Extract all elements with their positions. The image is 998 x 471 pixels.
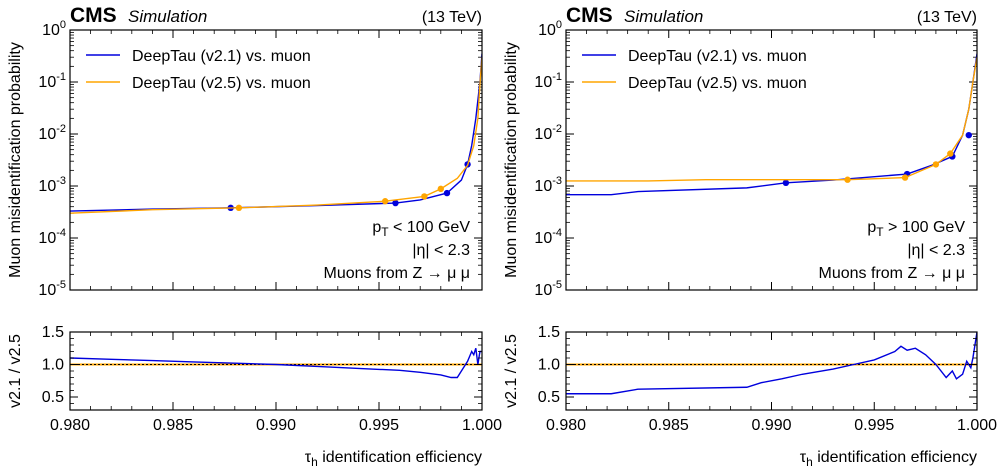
legend-label: DeepTau (v2.5) vs. muon (132, 75, 311, 92)
x-tick-label: 0.990 (751, 417, 791, 434)
text-part: Muons from Z → μ μ (819, 265, 965, 282)
working-point-marker (392, 199, 399, 207)
selection-annotation: Muons from Z → μ μ (324, 265, 470, 282)
y-tick-label: 10-5 (534, 279, 562, 299)
selection-annotation: |η| < 2.3 (907, 242, 965, 259)
ratio-y-tick-label: 1.0 (42, 357, 64, 374)
y-tick-label: 10-3 (38, 175, 66, 195)
legend-label: DeepTau (v2.1) vs. muon (132, 48, 311, 65)
selection-annotation: Muons from Z → μ μ (819, 265, 965, 282)
y-tick-label: 10-2 (38, 123, 66, 143)
energy-label: (13 TeV) (422, 9, 482, 26)
ratio-y-tick-label: 0.5 (42, 389, 64, 406)
working-point-marker (381, 198, 389, 205)
legend-label: DeepTau (v2.5) vs. muon (628, 75, 807, 92)
text-part: identification efficiency (318, 449, 482, 466)
energy-label: (13 TeV) (917, 9, 977, 26)
main-y-axis-label: Muon misidentification probability (503, 42, 520, 278)
working-point-marker (965, 131, 972, 139)
text-part: τ (305, 449, 312, 466)
legend: DeepTau (v2.1) vs. muon DeepTau (v2.5) vs… (86, 48, 311, 92)
x-tick-label: 0.985 (649, 417, 689, 434)
working-point-marker (437, 185, 444, 193)
x-axis-label: τh identification efficiency (305, 449, 482, 469)
working-point-marker (932, 161, 940, 168)
text-part: Muons from Z → μ μ (324, 265, 470, 282)
x-tick-label: 1.000 (957, 417, 997, 434)
working-point-marker (901, 174, 909, 181)
simulation-label: Simulation (128, 7, 207, 26)
y-tick-label: 10-5 (38, 279, 66, 299)
x-tick-label: 0.980 (50, 417, 90, 434)
ratio-y-tick-label: 0.5 (538, 389, 560, 406)
x-tick-label: 0.985 (153, 417, 193, 434)
panel-2: CMS Simulation (13 TeV) 10-5 10-4 10-3 10-2 10-… (503, 4, 997, 469)
cms-label: CMS (566, 4, 613, 27)
ratio-line (70, 348, 482, 379)
x-tick-label: 0.980 (546, 417, 586, 434)
x-tick-label: 0.995 (359, 417, 399, 434)
working-point-marker (443, 189, 451, 197)
panel-1: CMS Simulation (13 TeV) 10-5 10-4 10-3 10-2 10-… (7, 4, 502, 469)
working-point-marker (947, 150, 954, 157)
subscript: T (876, 225, 884, 239)
selection-annotation: pT > 100 GeV (867, 219, 965, 239)
selection-annotation: pT < 100 GeV (372, 219, 470, 239)
y-tick-label: 10-1 (534, 71, 562, 91)
working-point-marker (235, 204, 243, 212)
working-point-marker (421, 193, 428, 200)
ratio-plot-frame (565, 331, 978, 411)
text-part: |η| < 2.3 (907, 242, 965, 259)
working-point-marker (844, 176, 851, 183)
y-tick-label: 10-4 (38, 227, 66, 247)
ratio-y-tick-label: 1.0 (538, 357, 560, 374)
main-plot-frame (69, 29, 483, 291)
x-tick-label: 0.990 (256, 417, 296, 434)
y-tick-label: 10-1 (38, 71, 66, 91)
y-tick-label: 10-3 (534, 175, 562, 195)
subscript: T (381, 225, 389, 239)
main-y-axis-label: Muon misidentification probability (7, 42, 24, 278)
ratio-y-axis-label: v2.1 / v2.5 (7, 334, 24, 408)
ratio-y-tick-label: 1.5 (538, 324, 560, 341)
x-tick-label: 0.995 (854, 417, 894, 434)
text-part: p (372, 219, 381, 236)
x-tick-label: 1.000 (462, 417, 502, 434)
simulation-label: Simulation (624, 7, 703, 26)
y-tick-label: 10-2 (534, 123, 562, 143)
legend-label: DeepTau (v2.1) vs. muon (628, 48, 807, 65)
text-part: identification efficiency (813, 449, 977, 466)
ratio-line (566, 332, 977, 395)
text-part: |η| < 2.3 (412, 242, 470, 259)
working-point-marker (782, 179, 790, 187)
x-axis-label: τh identification efficiency (800, 449, 977, 469)
text-part: p (867, 219, 876, 236)
text-part: < 100 GeV (389, 219, 471, 236)
ratio-y-tick-label: 1.5 (42, 324, 64, 341)
text-part: > 100 GeV (884, 219, 966, 236)
subscript: h (311, 455, 318, 469)
y-tick-label: 100 (538, 19, 562, 39)
main-plot-frame (565, 29, 978, 291)
y-tick-label: 100 (42, 19, 66, 39)
subscript: h (806, 455, 813, 469)
ratio-plot-frame (69, 331, 483, 411)
cms-label: CMS (70, 4, 117, 27)
ratio-y-axis-label: v2.1 / v2.5 (503, 334, 520, 408)
legend: DeepTau (v2.1) vs. muon DeepTau (v2.5) vs… (582, 48, 807, 92)
text-part: τ (800, 449, 807, 466)
selection-annotation: |η| < 2.3 (412, 242, 470, 259)
y-tick-label: 10-4 (534, 227, 562, 247)
